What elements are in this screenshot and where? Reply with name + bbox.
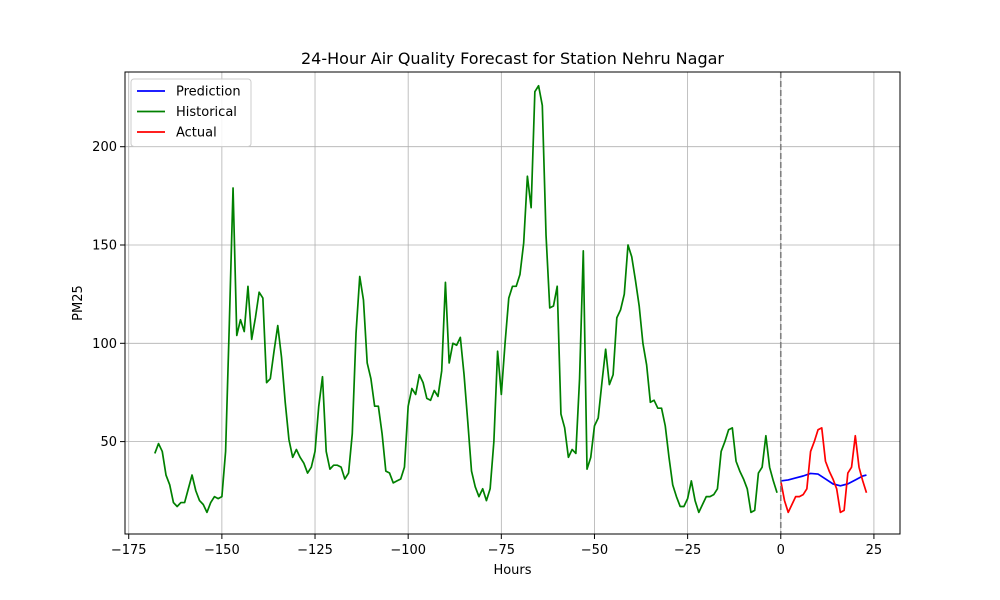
legend-label: Historical (176, 105, 237, 120)
x-tick-label: −100 (390, 543, 426, 558)
legend: Prediction Historical Actual (130, 78, 252, 147)
legend-label: Actual (176, 126, 217, 141)
series-line-actual (779, 426, 868, 514)
x-tick-label: 0 (777, 543, 785, 558)
series-line-prediction (780, 472, 867, 487)
y-axis-label: PM25 (71, 285, 86, 321)
x-tick-label: 25 (866, 543, 883, 558)
x-tick-label: −75 (488, 543, 515, 558)
legend-label: Prediction (176, 85, 241, 100)
y-tick-label: 150 (92, 239, 117, 254)
series-line-historical (154, 84, 778, 514)
x-axis-label: Hours (493, 563, 531, 578)
y-tick-label: 50 (100, 435, 117, 450)
x-tick-label: −25 (674, 543, 701, 558)
legend-box (130, 78, 252, 147)
x-tick-label: −150 (204, 543, 240, 558)
x-tick-label: −50 (581, 543, 608, 558)
ticks: −175 −150 −125 −100 −75 −50 −25 0 25 50 100 150 200 (92, 140, 882, 558)
x-tick-label: −125 (297, 543, 333, 558)
y-tick-label: 100 (92, 337, 117, 352)
axes-frame (124, 71, 901, 535)
x-tick-label: −175 (111, 543, 147, 558)
y-tick-label: 200 (92, 140, 117, 155)
chart-title: 24-Hour Air Quality Forecast for Station… (301, 49, 724, 68)
plot-area (154, 72, 868, 534)
